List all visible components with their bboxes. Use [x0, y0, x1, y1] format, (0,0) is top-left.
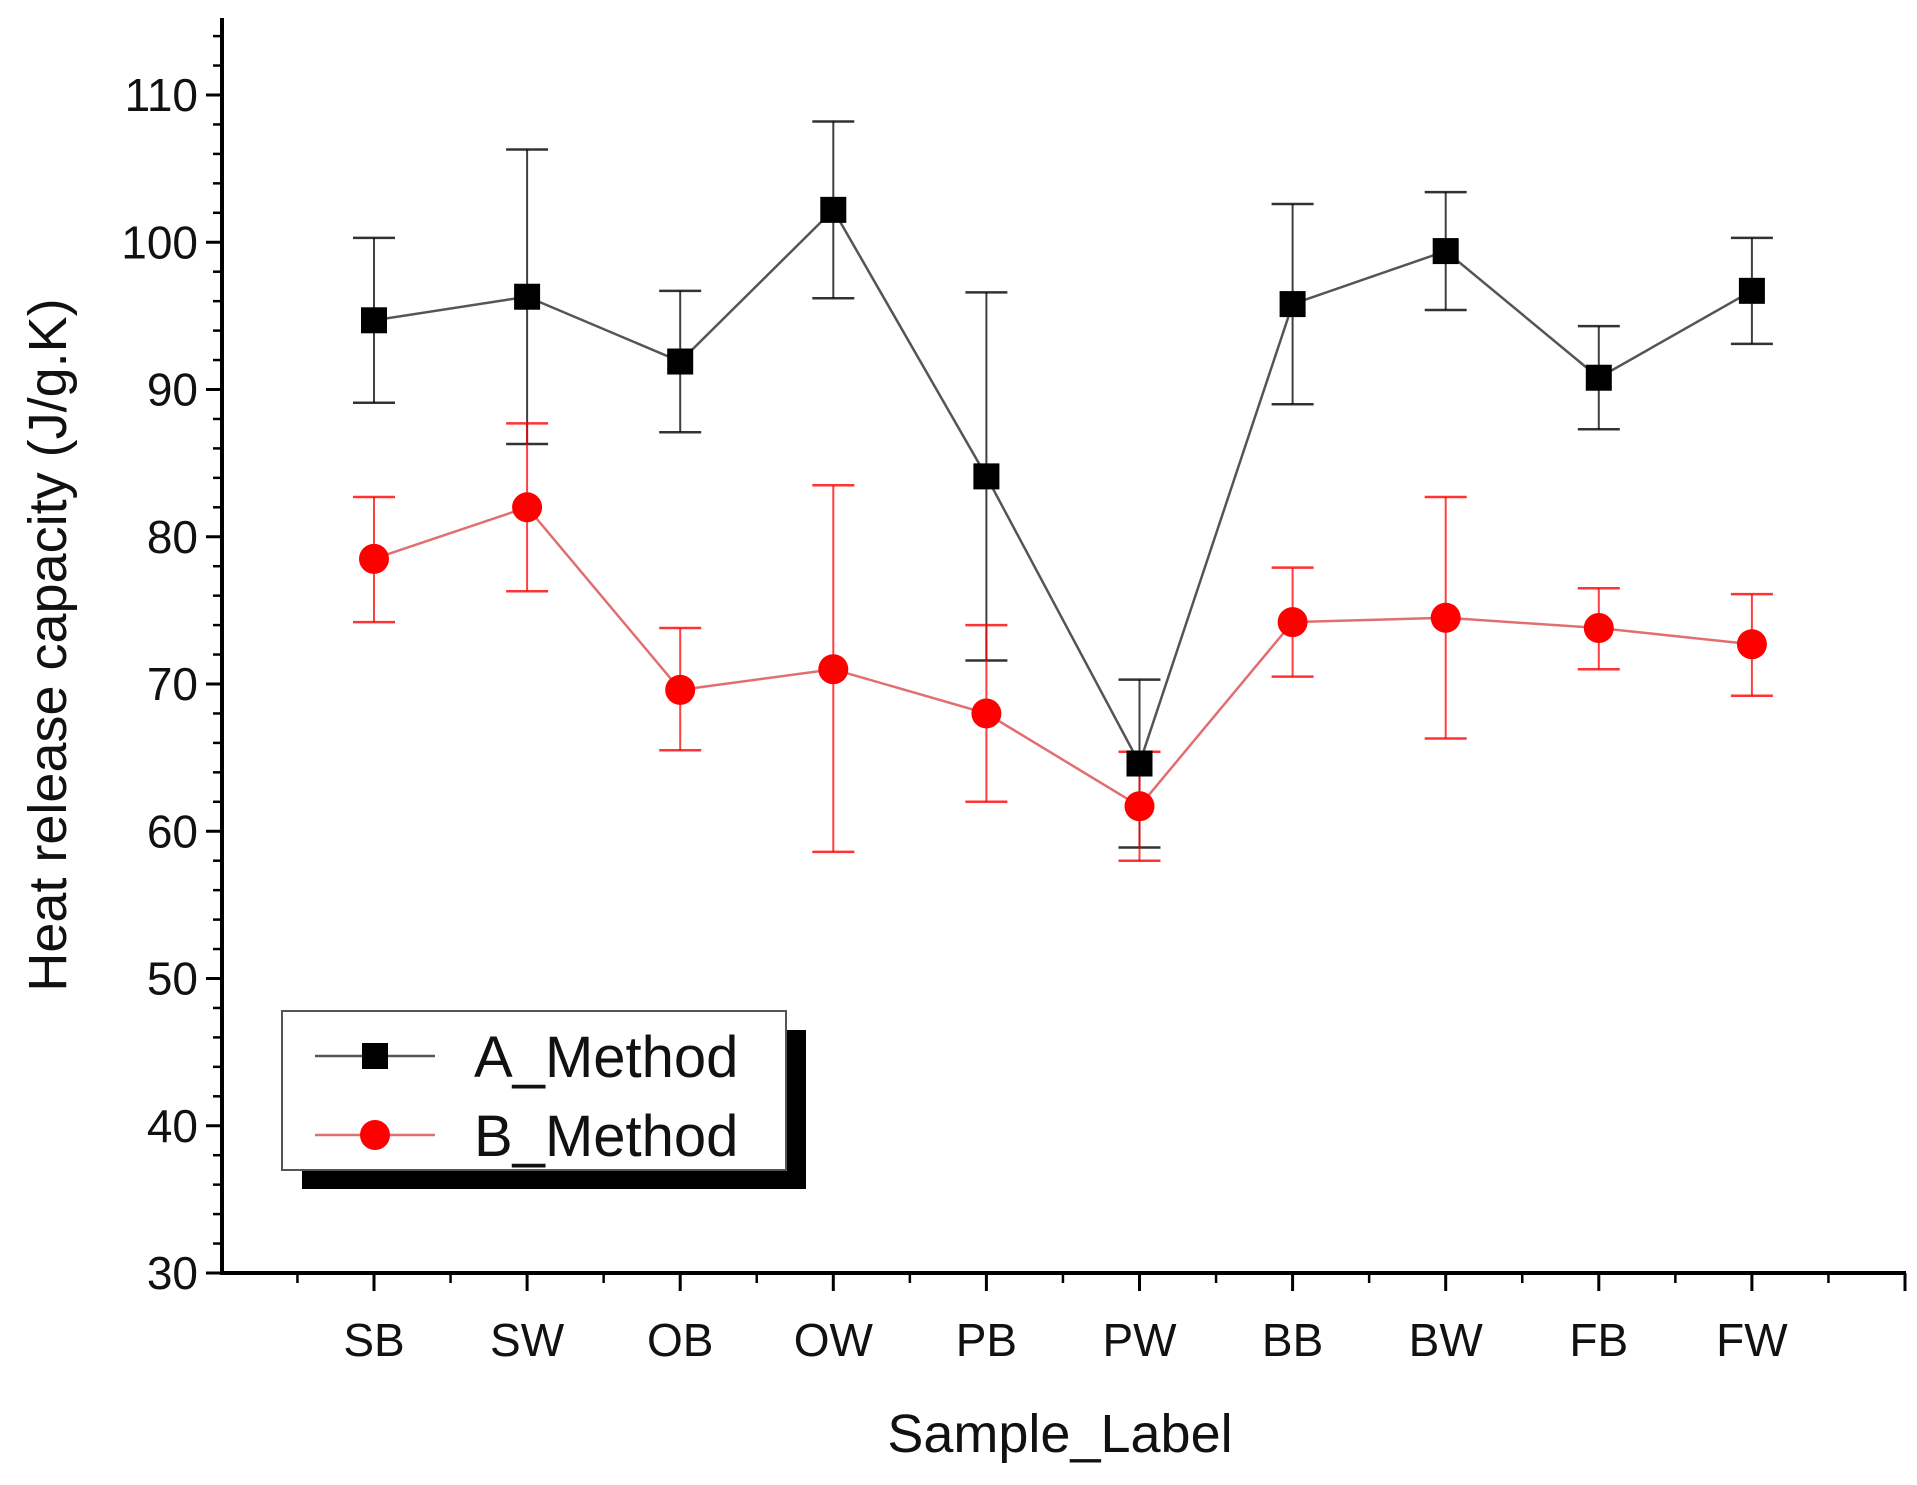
- b-method-line: [373, 505, 1753, 808]
- x-tick-label: BW: [1409, 1314, 1484, 1366]
- a-method-legend-label: A_Method: [474, 1025, 738, 1090]
- y-tick-label: 90: [147, 364, 198, 416]
- b-method-point: [1583, 613, 1614, 644]
- a-method-legend-marker: [362, 1043, 388, 1069]
- a-method-point: [514, 283, 541, 310]
- b-method-point: [512, 492, 543, 523]
- y-axis-title: Heat release capacity (J/g.K): [18, 298, 78, 991]
- series-lines: [373, 207, 1753, 808]
- x-tick-label: FB: [1569, 1314, 1628, 1366]
- x-tick-label: SB: [343, 1314, 404, 1366]
- a-method-point: [820, 196, 847, 223]
- a-method-point: [1279, 291, 1306, 318]
- a-method-point: [1432, 238, 1459, 265]
- y-tick-label: 80: [147, 511, 198, 563]
- a-method-line: [373, 207, 1753, 767]
- x-tick-label: OW: [794, 1314, 874, 1366]
- a-method-point: [1738, 277, 1765, 304]
- x-tick-label: FW: [1716, 1314, 1788, 1366]
- error-bars: [353, 120, 1773, 862]
- a-method-point: [361, 307, 387, 334]
- axes: [206, 18, 1907, 1291]
- b-method-point: [1736, 629, 1767, 660]
- y-tick-label: 60: [147, 805, 198, 857]
- y-tick-label: 100: [121, 216, 198, 268]
- x-tick-label: PB: [956, 1314, 1017, 1366]
- tick-labels: 30 40 50 60 70 80 90 100 110 SB SW OB OW PB PW BB BW FB FW: [121, 69, 1788, 1366]
- b-method-point: [665, 674, 696, 705]
- x-axis-title: Sample_Label: [887, 1404, 1232, 1464]
- y-tick-label: 110: [125, 69, 198, 121]
- x-tick-label: PW: [1102, 1314, 1177, 1366]
- x-tick-label: SW: [490, 1314, 565, 1366]
- b-method-legend-marker: [360, 1120, 390, 1150]
- b-method-point: [971, 698, 1002, 729]
- a-method-point: [1126, 750, 1153, 777]
- x-tick-label: BB: [1262, 1314, 1323, 1366]
- a-method-point: [973, 463, 1000, 490]
- b-method-point: [359, 543, 389, 574]
- y-tick-label: 40: [147, 1100, 198, 1152]
- b-method-point: [1430, 602, 1461, 633]
- a-method-point: [1585, 364, 1612, 391]
- x-tick-label: OB: [647, 1314, 713, 1366]
- b-method-legend-label: B_Method: [474, 1104, 738, 1169]
- legend: A_Method B_Method: [281, 1010, 806, 1189]
- y-tick-label: 30: [147, 1247, 198, 1299]
- b-method-point: [1277, 607, 1308, 638]
- y-tick-label: 50: [147, 953, 198, 1005]
- b-method-point: [818, 654, 849, 685]
- series-markers: [359, 196, 1767, 822]
- y-tick-label: 70: [147, 658, 198, 710]
- a-method-point: [667, 348, 694, 375]
- b-method-point: [1124, 791, 1155, 822]
